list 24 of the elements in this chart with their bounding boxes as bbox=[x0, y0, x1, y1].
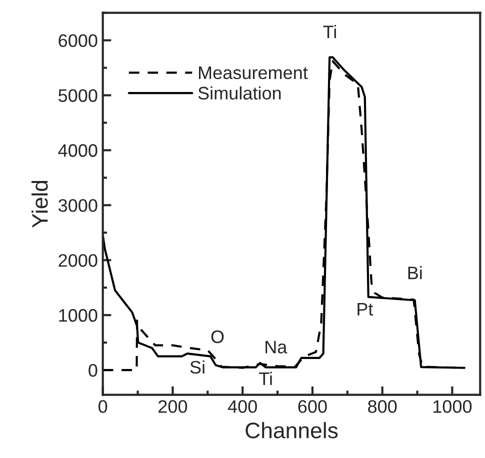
legend-label: Measurement bbox=[199, 66, 308, 80]
x-tick-label: 1000 bbox=[433, 400, 472, 413]
annotation: Ti bbox=[259, 372, 272, 385]
annotation: Na bbox=[266, 340, 288, 354]
annotation: Pt bbox=[358, 303, 374, 316]
y-tick-label: 5000 bbox=[58, 89, 98, 102]
x-tick-label: 200 bbox=[158, 400, 188, 413]
y-tick-label: 2000 bbox=[58, 254, 98, 267]
x-tick-label: 400 bbox=[228, 400, 257, 413]
legend-label: Simulation bbox=[198, 86, 281, 100]
x-tick-label: 800 bbox=[368, 400, 397, 413]
y-tick-label: 4000 bbox=[58, 144, 98, 157]
y-tick-label: 3000 bbox=[58, 199, 98, 212]
x-tick-label: 0 bbox=[98, 400, 108, 413]
y-axis-title: Yield bbox=[32, 180, 48, 228]
annotation: Bi bbox=[408, 266, 422, 280]
x-axis-title: Channels bbox=[246, 422, 338, 438]
annotation: Ti bbox=[323, 25, 336, 38]
x-tick-label: 600 bbox=[298, 400, 327, 413]
y-tick-label: 1000 bbox=[59, 309, 98, 322]
y-tick-label: 6000 bbox=[58, 34, 98, 48]
y-tick-label: 0 bbox=[88, 364, 98, 377]
annotation: Si bbox=[190, 360, 204, 374]
annotation: O bbox=[211, 330, 224, 344]
